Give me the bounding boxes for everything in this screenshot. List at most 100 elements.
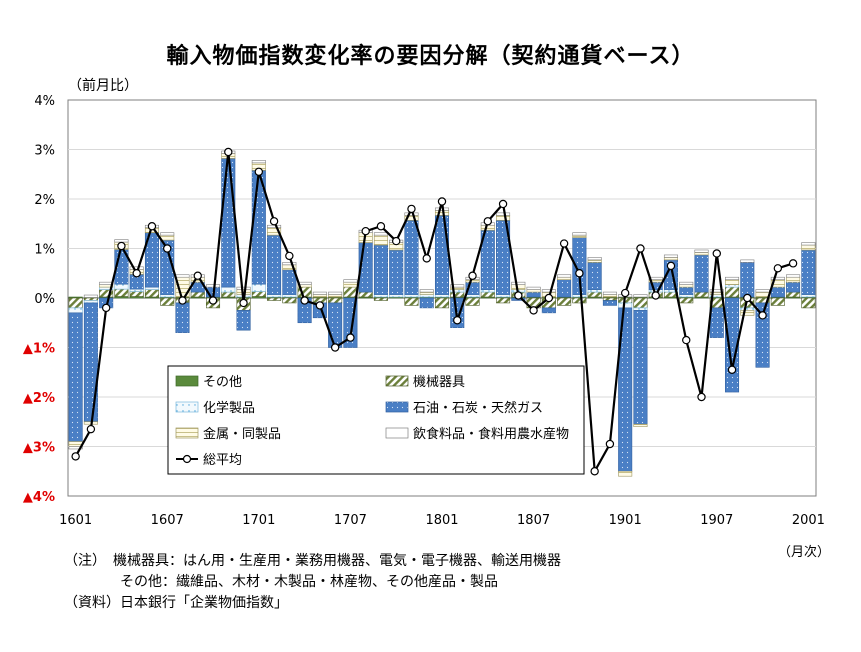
- bar-food: [496, 212, 511, 216]
- bar-food: [282, 262, 297, 266]
- bar-food: [419, 289, 434, 293]
- bar-chemical: [633, 307, 648, 311]
- total-point: [86, 424, 96, 434]
- x-tick-label: 1701: [242, 513, 275, 528]
- bar-metal: [312, 294, 327, 298]
- note-source: （資料）日本銀行「企業物価指数」: [64, 595, 288, 611]
- bar-chemical: [679, 294, 694, 298]
- bar-chemical: [725, 284, 740, 288]
- bar-food: [526, 286, 541, 290]
- total-point: [132, 269, 141, 278]
- total-point: [361, 226, 370, 236]
- legend-swatch-chemical: [175, 401, 199, 413]
- bar-machinery: [480, 291, 495, 298]
- bar-machinery: [129, 291, 144, 297]
- bar-metal: [434, 210, 450, 216]
- bar-oil: [709, 307, 724, 338]
- bar-chemical: [114, 283, 129, 290]
- bar-metal: [526, 289, 541, 293]
- bar-machinery: [587, 291, 602, 298]
- bar-machinery: [358, 291, 373, 298]
- bar-chemical: [496, 294, 511, 298]
- bar-food: [450, 284, 465, 288]
- bar-oil: [389, 249, 404, 295]
- bar-machinery: [160, 297, 175, 306]
- bar-metal: [740, 310, 755, 316]
- total-point: [346, 333, 355, 342]
- bar-food: [373, 232, 388, 236]
- total-point: [330, 343, 340, 352]
- x-tick-label: 1807: [517, 513, 550, 528]
- x-tick-labels: 1601 1607 1701 1707 1801 1807 1901 1907 2001: [59, 513, 825, 528]
- total-line-path: [74, 151, 794, 476]
- bar-food: [755, 289, 770, 293]
- bar-metal: [511, 284, 526, 290]
- y-unit-label: （前月比）: [68, 78, 138, 94]
- total-point: [788, 259, 798, 268]
- x-unit-label: （月次）: [778, 545, 831, 560]
- bar-machinery: [602, 297, 617, 301]
- total-point: [514, 291, 523, 300]
- bar-food: [709, 289, 724, 293]
- total-point: [422, 254, 431, 263]
- total-point: [651, 291, 660, 300]
- notes: （注） 機械器具：はん用・生産用・業務用機器、電気・電子機器、輸送用機器 その他…: [64, 551, 561, 614]
- bar-chemical: [465, 294, 480, 298]
- legend-label-total: 総平均: [203, 453, 242, 468]
- total-point: [727, 365, 737, 374]
- bar-machinery: [465, 297, 480, 306]
- bar-oil: [83, 302, 98, 423]
- bar-oil: [404, 219, 419, 295]
- x-tick-label: 1907: [700, 513, 733, 528]
- total-point: [575, 269, 584, 278]
- bar-chemical: [480, 289, 495, 293]
- note-machinery: （注） 機械器具：はん用・生産用・業務用機器、電気・電子機器、輸送用機器: [64, 553, 561, 569]
- y-tick-label: 1%: [34, 243, 55, 258]
- total-point: [285, 251, 294, 261]
- total-point: [590, 467, 599, 476]
- bar-food: [404, 212, 419, 216]
- bar-chemical: [83, 300, 98, 304]
- total-point: [254, 167, 264, 176]
- x-tick-label: 1801: [425, 513, 458, 528]
- y-tick-label: ▲2%: [23, 391, 55, 406]
- bar-food: [511, 281, 526, 285]
- bar-metal: [602, 294, 617, 298]
- bar-metal: [694, 252, 709, 256]
- bar-machinery: [572, 297, 587, 304]
- y-tick-label: 2%: [34, 193, 55, 208]
- total-point: [437, 197, 447, 206]
- total-point: [392, 236, 401, 246]
- bar-metal: [328, 294, 343, 298]
- bar-oil: [419, 297, 434, 309]
- bar-metal: [618, 470, 633, 477]
- total-point: [315, 301, 325, 310]
- bar-chemical: [282, 294, 297, 298]
- total-point: [376, 222, 386, 231]
- legend-swatch-machinery: [385, 375, 409, 387]
- bar-machinery: [190, 291, 205, 298]
- y-tick-label: 4%: [34, 94, 55, 109]
- total-point: [666, 261, 676, 271]
- bar-food: [740, 259, 755, 263]
- bar-food: [175, 274, 190, 278]
- legend-box: [167, 365, 585, 475]
- x-tick-label: 2001: [792, 513, 825, 528]
- bar-machinery: [144, 289, 159, 298]
- bar-chemical: [160, 294, 175, 298]
- bar-machinery: [694, 291, 709, 298]
- bar-machinery: [786, 291, 801, 298]
- bar-machinery: [221, 291, 236, 298]
- bar-machinery: [68, 297, 83, 309]
- bar-metal: [587, 259, 602, 263]
- bar-machinery: [725, 286, 740, 298]
- bar-machinery: [679, 297, 694, 304]
- bar-metal: [725, 279, 740, 285]
- bar-food: [160, 232, 175, 236]
- bar-food: [541, 289, 556, 293]
- total-point: [163, 244, 172, 253]
- bar-chemical: [572, 294, 587, 298]
- bar-food: [587, 257, 602, 261]
- bar-oil: [602, 300, 617, 306]
- y-tick-label: 0%: [34, 292, 55, 307]
